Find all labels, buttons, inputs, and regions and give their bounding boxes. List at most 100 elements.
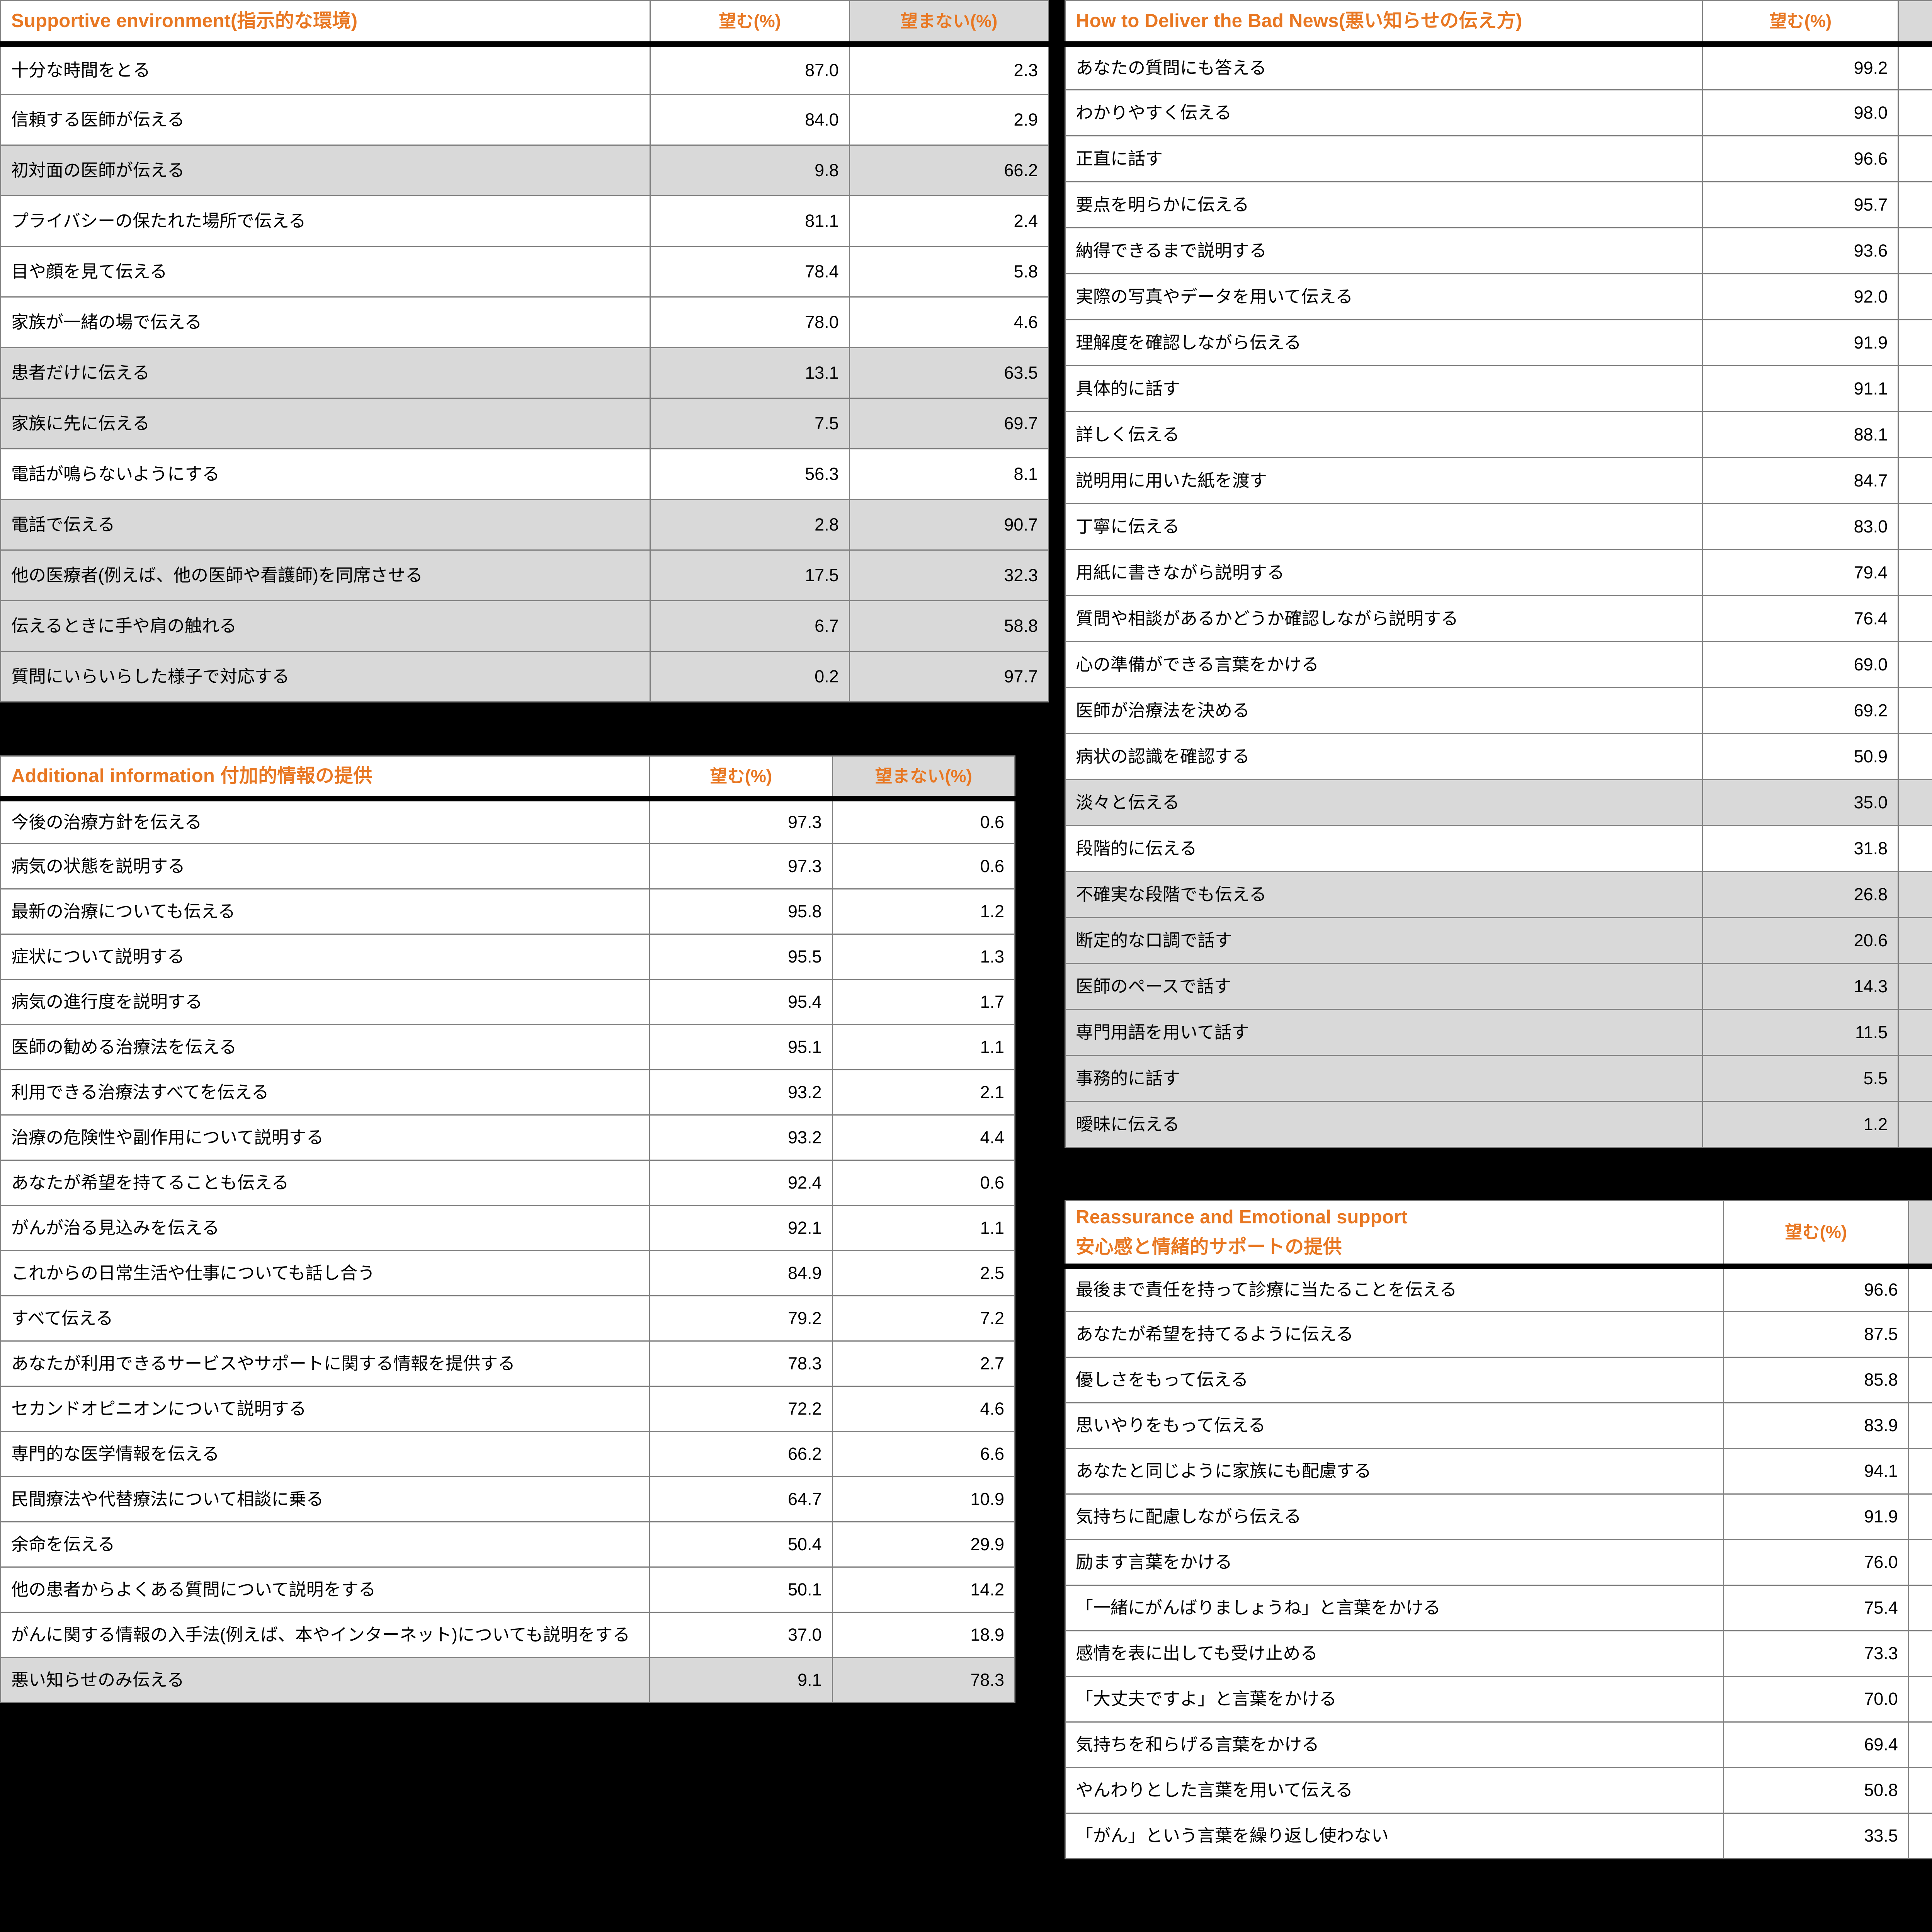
row-value-not-want: 7.2 [832,1295,1015,1342]
table-row: 質問にいらいらした様子で対応する 0.2 97.7 [0,651,1049,702]
row-value-want: 94.1 [1723,1448,1909,1495]
row-value-want: 95.1 [649,1024,833,1070]
row-label: 詳しく伝える [1064,411,1704,458]
row-label: 利用できる治療法すべてを伝える [0,1069,650,1116]
row-label: 段階的に伝える [1064,825,1704,872]
row-value-not-want: 0.0 [1898,89,1932,136]
column-header-want: 望む(%) [650,0,850,47]
row-label: やんわりとした言葉を用いて伝える [1065,1767,1724,1814]
row-label: 初対面の医師が伝える [0,145,651,196]
row-label: 納得できるまで説明する [1064,227,1704,274]
row-value-not-want: 4.8 [1898,457,1932,504]
row-label: 感情を表に出しても受け止める [1065,1630,1724,1677]
table-row: すべて伝える 79.2 7.2 [0,1295,1015,1342]
row-value-want: 98.0 [1702,89,1899,136]
row-value-not-want: 10.9 [832,1476,1015,1522]
row-value-want: 56.3 [650,448,850,500]
row-value-want: 75.4 [1723,1585,1909,1631]
table-header-row: Additional information 付加的情報の提供 望む(%) 望ま… [0,755,1015,801]
row-label: 他の医療者(例えば、他の医師や看護師)を同席させる [0,549,651,601]
row-value-not-want: 1.7 [832,979,1015,1025]
table-row: プライバシーの保たれた場所で伝える 81.1 2.4 [0,195,1049,247]
table-row: 他の医療者(例えば、他の医師や看護師)を同席させる 17.5 32.3 [0,549,1049,601]
row-value-want: 92.1 [649,1205,833,1251]
row-value-not-want: 4.4 [832,1114,1015,1161]
row-value-want: 99.2 [1702,43,1899,90]
row-value-not-want: 2.7 [1908,1448,1932,1495]
row-label: 丁寧に伝える [1064,503,1704,550]
row-value-want: 5.5 [1702,1055,1899,1102]
row-value-want: 17.5 [650,549,850,601]
row-value-want: 11.5 [1702,1009,1899,1056]
row-value-want: 69.2 [1702,687,1899,734]
row-label: 実際の写真やデータを用いて伝える [1064,273,1704,320]
table-row: 家族が一緒の場で伝える 78.0 4.6 [0,296,1049,348]
row-value-not-want: 4.2 [1898,365,1932,412]
row-label: 医師が治療法を決める [1064,687,1704,734]
row-label: 医師のペースで話す [1064,963,1704,1010]
row-value-not-want: 66.2 [849,145,1049,196]
row-label: 励ます言葉をかける [1065,1539,1724,1586]
table-panel-supportive-environment: Supportive environment(指示的な環境) 望む(%) 望まな… [0,0,1049,702]
row-value-want: 79.4 [1702,549,1899,596]
row-value-not-want: 14.2 [832,1566,1015,1613]
row-value-not-want: 1.3 [832,934,1015,980]
row-value-not-want: 0.6 [832,798,1015,844]
row-value-not-want: 2.3 [849,43,1049,95]
row-value-not-want: 14.9 [1908,1813,1932,1859]
table-row: 目や顔を見て伝える 78.4 5.8 [0,246,1049,298]
row-value-not-want: 0.0 [1898,43,1932,90]
table-row: 家族に先に伝える 7.5 69.7 [0,398,1049,449]
row-value-want: 96.6 [1702,135,1899,182]
row-value-want: 13.1 [650,347,850,399]
row-value-not-want: 1.1 [1898,227,1932,274]
row-label: 十分な時間をとる [0,43,651,95]
row-value-not-want: 12.8 [1898,733,1932,780]
row-label: 「大丈夫ですよ」と言葉をかける [1065,1676,1724,1723]
table-row: 今後の治療方針を伝える 97.3 0.6 [0,798,1015,844]
row-label: 心の準備ができる言葉をかける [1064,641,1704,688]
row-label: プライバシーの保たれた場所で伝える [0,195,651,247]
row-label: 気持ちに配慮しながら伝える [1065,1493,1724,1540]
row-label: 「がん」という言葉を繰り返し使わない [1065,1813,1724,1859]
row-label: 気持ちを和らげる言葉をかける [1065,1721,1724,1768]
row-value-want: 76.4 [1702,595,1899,642]
reassurance-table: Reassurance and Emotional support 安心感と情緒… [1065,1200,1932,1859]
row-value-not-want: 7.0 [1908,1493,1932,1540]
reassurance-title-en: Reassurance and Emotional support [1076,1206,1408,1228]
row-value-not-want: 0.8 [1908,1265,1932,1312]
row-value-not-want: 6.2 [1898,595,1932,642]
row-label: 思いやりをもって伝える [1065,1402,1724,1449]
table-row: あなたが希望を持てることも伝える 92.4 0.6 [0,1160,1015,1206]
row-label: 今後の治療方針を伝える [0,798,650,844]
row-label: 家族が一緒の場で伝える [0,296,651,348]
table-header-row: Supportive environment(指示的な環境) 望む(%) 望まな… [0,0,1049,47]
row-value-want: 93.6 [1702,227,1899,274]
table-row: あなたが利用できるサービスやサポートに関する情報を提供する 78.3 2.7 [0,1340,1015,1387]
row-label: 信頼する医師が伝える [0,94,651,146]
table-panel-additional-information: Additional information 付加的情報の提供 望む(%) 望ま… [0,755,1015,1703]
row-label: これからの日常生活や仕事についても話し合う [0,1250,650,1296]
table-row: 伝えるときに手や肩の触れる 6.7 58.8 [0,600,1049,652]
row-value-not-want: 58.8 [849,600,1049,652]
table-row: 最新の治療についても伝える 95.8 1.2 [0,888,1015,935]
row-value-want: 50.8 [1723,1767,1909,1814]
row-label: 患者だけに伝える [0,347,651,399]
row-label: 用紙に書きながら説明する [1064,549,1704,596]
table-row: セカンドオピニオンについて説明する 72.2 4.6 [0,1386,1015,1432]
